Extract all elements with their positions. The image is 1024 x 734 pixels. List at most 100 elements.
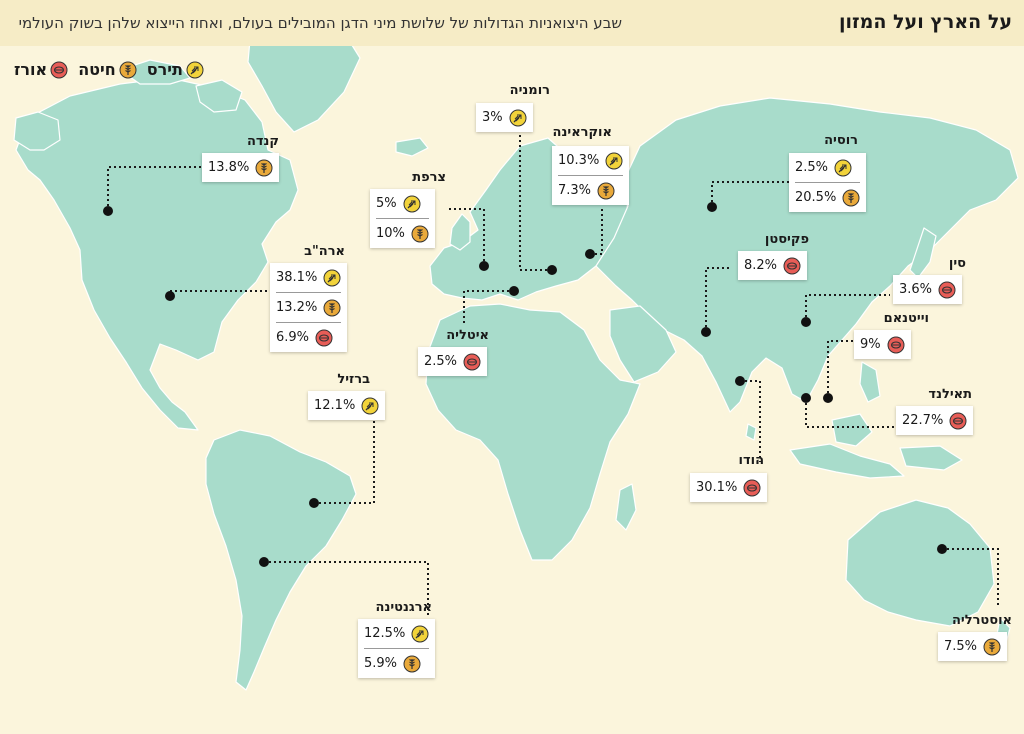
stat-value: 3%: [482, 110, 503, 125]
country-card-romania: 3%: [476, 103, 533, 132]
wheat-icon: [597, 182, 615, 200]
wheat-icon: [411, 225, 429, 243]
stat-row: 3%: [482, 103, 527, 132]
connector-russia: [711, 181, 790, 207]
country-name-thailand: תאילנד: [928, 387, 972, 402]
connector-lines: [107, 134, 999, 616]
corn-icon: [361, 397, 379, 415]
rice-icon: [887, 336, 905, 354]
stat-row: 10.3%: [558, 146, 623, 175]
legend-item-corn: תירס: [147, 60, 204, 79]
country-name-romania: רומניה: [509, 83, 550, 98]
stat-row: 7.5%: [944, 632, 1001, 661]
country-card-italy: 2.5%: [418, 347, 488, 376]
corn-icon: [186, 61, 204, 79]
country-name-china: סין: [948, 256, 966, 271]
country-card-france: 5% 10%: [370, 189, 435, 248]
borneo-land: [831, 413, 873, 447]
country-card-usa: 38.1% 13.2% 6.9%: [270, 263, 348, 352]
stat-row: 6.9%: [276, 322, 342, 352]
stat-value: 10.3%: [558, 153, 600, 168]
stat-value: 2.5%: [795, 160, 829, 175]
stat-row: 12.1%: [314, 391, 379, 420]
dot-india: [735, 376, 745, 386]
dot-italy: [509, 286, 519, 296]
page-title: על הארץ ועל המזון: [838, 11, 1012, 33]
legend-label: תירס: [146, 60, 183, 79]
alaska-land: [13, 111, 61, 151]
connector-vietnam: [827, 340, 854, 398]
arctic-islands-land: [119, 59, 191, 85]
connector-canada: [107, 166, 202, 211]
dot-pakistan: [701, 327, 711, 337]
legend-item-wheat: חיטה: [78, 60, 137, 79]
country-card-brazil: 12.1%: [308, 391, 386, 420]
stat-value: 30.1%: [696, 480, 738, 495]
indonesia-land: [789, 443, 905, 479]
country-name-russia: רוסיה: [824, 133, 858, 148]
stat-value: 5%: [376, 196, 397, 211]
stat-row: 13.2%: [276, 292, 342, 322]
stat-value: 9%: [860, 337, 881, 352]
stat-row: 8.2%: [744, 251, 801, 280]
stat-value: 3.6%: [899, 282, 933, 297]
stat-row: 2.5%: [795, 153, 860, 182]
stat-value: 12.5%: [364, 626, 406, 641]
country-card-russia: 2.5% 20.5%: [789, 153, 867, 212]
country-name-france: צרפת: [412, 170, 446, 185]
country-card-pakistan: 8.2%: [738, 251, 808, 280]
wheat-icon: [983, 638, 1001, 656]
stat-value: 8.2%: [744, 258, 778, 273]
iceland-land: [395, 137, 429, 157]
stat-row: 5.9%: [364, 648, 430, 678]
rice-icon: [949, 412, 967, 430]
wheat-icon: [842, 189, 860, 207]
dot-russia: [707, 202, 717, 212]
stat-value: 10%: [376, 226, 405, 241]
country-name-ukraine: אוקראינה: [552, 125, 612, 140]
stat-row: 12.5%: [364, 619, 429, 648]
arabia-land: [609, 305, 677, 383]
stat-row: 30.1%: [696, 473, 761, 502]
country-name-australia: אוסטרליה: [951, 613, 1012, 628]
connector-argentina: [264, 561, 429, 616]
country-card-argentina: 12.5% 5.9%: [358, 619, 436, 678]
corn-icon: [411, 625, 429, 643]
header-bar: על הארץ ועל המזון שבע היצואניות הגדולות …: [0, 0, 1024, 46]
stat-value: 6.9%: [276, 330, 310, 345]
stat-row: 2.5%: [424, 347, 481, 376]
connector-italy: [463, 290, 514, 326]
stat-row: 7.3%: [558, 175, 624, 205]
philippines-land: [859, 361, 881, 403]
rice-icon: [315, 329, 333, 347]
country-card-vietnam: 9%: [854, 330, 911, 359]
rice-icon: [50, 61, 68, 79]
connector-thailand: [805, 398, 900, 428]
dot-romania: [547, 265, 557, 275]
legend-label: חיטה: [78, 60, 116, 79]
stat-row: 10%: [376, 218, 429, 248]
stat-value: 2.5%: [424, 354, 458, 369]
country-card-thailand: 22.7%: [896, 406, 974, 435]
connector-china: [805, 294, 890, 322]
stat-value: 5.9%: [364, 656, 398, 671]
wheat-icon: [255, 159, 273, 177]
rice-icon: [938, 281, 956, 299]
new-guinea-land: [899, 445, 963, 471]
stat-value: 7.3%: [558, 183, 592, 198]
connector-france: [446, 208, 485, 266]
country-name-usa: ארה"ב: [304, 244, 345, 259]
corn-icon: [509, 109, 527, 127]
page-subtitle: שבע היצואניות הגדולות של שלושת מיני הדגן…: [18, 14, 622, 32]
dot-vietnam: [823, 393, 833, 403]
stat-row: 9%: [860, 330, 905, 359]
wheat-icon: [119, 61, 137, 79]
australia-land: [845, 499, 995, 627]
uk-land: [449, 213, 471, 251]
country-card-ukraine: 10.3% 7.3%: [552, 146, 630, 205]
stat-value: 22.7%: [902, 413, 944, 428]
connector-romania: [519, 134, 552, 271]
stat-row: 20.5%: [795, 182, 861, 212]
connector-ukraine: [590, 206, 603, 255]
stat-value: 38.1%: [276, 270, 318, 285]
